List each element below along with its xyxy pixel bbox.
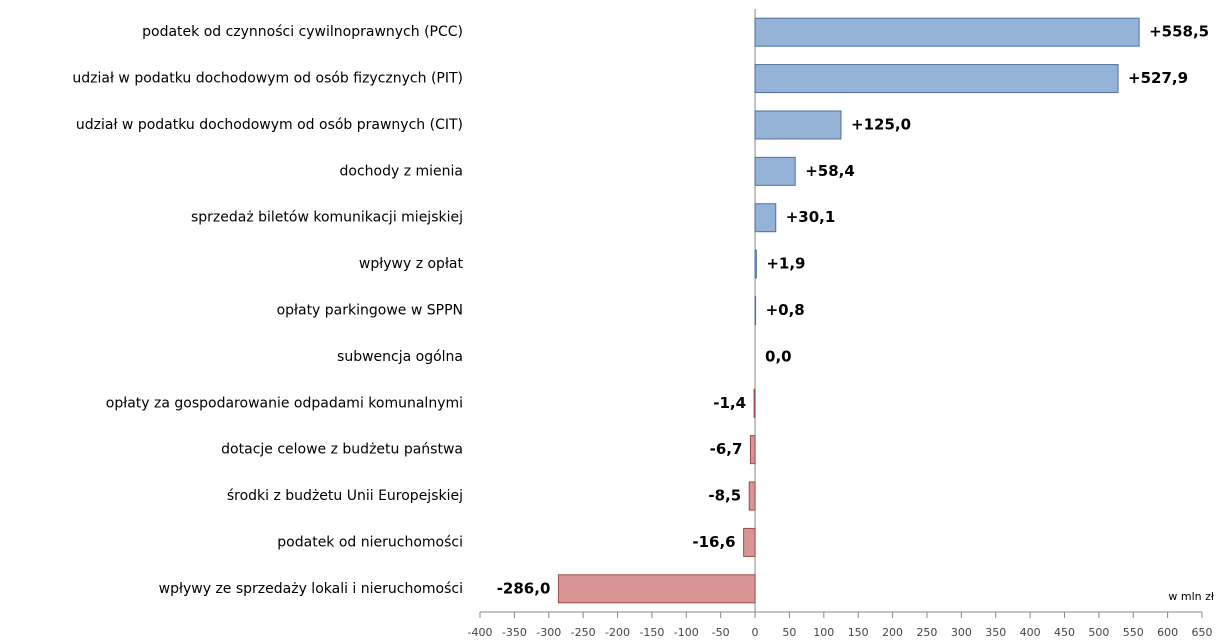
category-label: opłaty parkingowe w SPPN [277,303,463,319]
bar [743,527,756,557]
category-label: opłaty za gospodarowanie odpadami komuna… [106,395,463,411]
value-label: +527,9 [1128,69,1188,87]
x-tick-label: 50 [782,626,796,639]
value-label: +125,0 [851,115,911,133]
bar [754,17,1140,47]
x-tick-label: -200 [605,626,630,639]
x-tick-label: 300 [951,626,972,639]
value-label: +1,9 [766,255,805,273]
bar [753,388,756,418]
x-tick-label: 650 [1192,626,1213,639]
bar [748,481,756,511]
bar [754,64,1119,94]
bar [557,574,756,604]
value-label: -1,4 [713,394,746,412]
category-label: środki z budżetu Unii Europejskiej [227,488,463,504]
category-label: sprzedaż biletów komunikacji miejskiej [191,210,463,226]
category-label: podatek od czynności cywilnoprawnych (PC… [142,24,463,40]
x-tick-label: 400 [1020,626,1041,639]
value-label: -8,5 [708,487,741,505]
category-label: podatek od nieruchomości [277,534,463,550]
x-tick-label: 250 [916,626,937,639]
bar [749,435,756,465]
category-label: wpływy z opłat [359,256,464,272]
value-label: 0,0 [765,347,792,365]
category-label: dochody z mienia [340,163,464,179]
x-tick-label: -400 [468,626,493,639]
x-tick-label: 0 [752,626,759,639]
x-tick-label: 450 [1054,626,1075,639]
value-label: +0,8 [766,301,805,319]
value-label: +58,4 [805,162,855,180]
x-tick-label: 600 [1157,626,1178,639]
x-tick-label: 550 [1123,626,1144,639]
x-tick-label: 100 [813,626,834,639]
value-label: -6,7 [710,440,743,458]
unit-label: w mln zł [1168,590,1215,603]
bar [754,249,757,279]
x-tick-label: -50 [712,626,730,639]
category-label: dotacje celowe z budżetu państwa [221,442,463,458]
category-label: udział w podatku dochodowym od osób fizy… [72,71,463,87]
x-tick-label: -100 [674,626,699,639]
value-label: -286,0 [497,579,551,597]
bar [754,296,757,325]
x-tick-label: -250 [571,626,596,639]
x-tick-label: -350 [502,626,527,639]
x-tick-label: 200 [882,626,903,639]
x-tick-label: -150 [639,626,664,639]
bar [754,203,777,233]
x-tick-label: 500 [1088,626,1109,639]
bar [754,110,842,140]
category-label: udział w podatku dochodowym od osób praw… [76,117,463,133]
category-label: wpływy ze sprzedaży lokali i nieruchomoś… [159,581,463,597]
x-tick-label: 350 [985,626,1006,639]
x-tick-label: 150 [848,626,869,639]
value-label: +30,1 [786,208,836,226]
x-tick-label: -300 [536,626,561,639]
value-label: -16,6 [692,533,735,551]
bar [754,156,796,186]
category-label: subwencja ogólna [337,349,463,365]
value-label: +558,5 [1149,23,1209,41]
